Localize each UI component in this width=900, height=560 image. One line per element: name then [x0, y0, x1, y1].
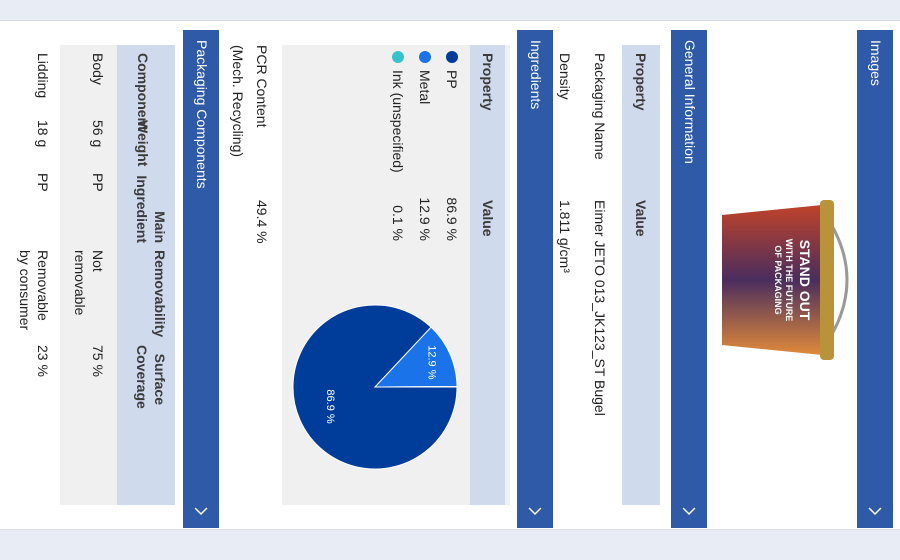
column-header: Value: [633, 200, 649, 237]
chevron: [682, 507, 696, 516]
column-header: Property: [633, 53, 649, 111]
cell: 1.811 g/cm³: [557, 200, 573, 273]
section-header[interactable]: Ingredients: [517, 30, 553, 528]
section-header[interactable]: General Information: [671, 30, 707, 528]
pie-label: 86.9 %: [324, 389, 336, 423]
section-header[interactable]: Images: [857, 30, 893, 528]
chevron: [194, 507, 208, 516]
cell: Eimer JETO 013_JK123_ST Bugel: [592, 200, 608, 416]
pie-chart: 86.9 % 12.9 %: [292, 51, 458, 470]
cell: PP: [35, 173, 51, 192]
pie-label: 12.9 %: [425, 345, 437, 379]
column-header: Removability: [152, 250, 168, 338]
cell: 56 g: [90, 120, 106, 148]
section-title: Images: [868, 40, 884, 86]
section-title: Packaging Components: [194, 40, 210, 189]
legend-label: Ink (unspecified): [390, 70, 406, 173]
image-text: OF PACKAGING: [773, 245, 783, 314]
cell: 23 %: [35, 345, 51, 377]
chevron: [528, 507, 542, 516]
cell: 12.9 %: [417, 197, 433, 241]
cell: PCR Content (Mech. Recycling): [230, 45, 270, 158]
cell: Packaging Name: [592, 53, 608, 160]
column-header: Weight: [135, 120, 151, 167]
chevron: [868, 507, 882, 516]
image-text: STAND OUT: [797, 240, 813, 321]
cell: 86.9 %: [444, 197, 460, 241]
legend-label: Metal: [417, 70, 433, 105]
column-header: Component: [135, 53, 151, 131]
cell: Lidding: [35, 53, 51, 99]
section-title: General Information: [682, 40, 698, 164]
cell: Removable by consumer: [17, 250, 51, 331]
cell: PP: [90, 173, 106, 192]
legend-label: PP: [444, 70, 460, 89]
cell: Density: [557, 53, 573, 100]
cell: 75 %: [90, 345, 106, 377]
cell: 0.1 %: [390, 205, 406, 241]
legend-dot: [419, 51, 431, 63]
cell: Not removable: [72, 250, 106, 316]
column-header: Surface Coverage: [134, 345, 168, 409]
cell: 18 g: [35, 120, 51, 148]
cell: 49.4 %: [254, 200, 270, 244]
legend-dot: [446, 51, 458, 63]
column-header: Main Ingredient: [134, 175, 168, 243]
ingredients-panel: Property Value 86.9 % 12.9 % PP 86.9 % Meta…: [282, 45, 510, 505]
pie-slice: [374, 385, 458, 388]
legend-dot: [392, 51, 404, 63]
pie-slice: [373, 326, 458, 388]
product-image: STAND OUT WITH THE FUTURE OF PACKAGING: [722, 200, 849, 360]
section-title: Ingredients: [528, 40, 544, 110]
section-header[interactable]: Packaging Components: [183, 30, 219, 528]
image-text: WITH THE FUTURE: [784, 239, 794, 322]
cell: Body: [90, 53, 106, 85]
table-header: Property Value: [622, 45, 660, 505]
